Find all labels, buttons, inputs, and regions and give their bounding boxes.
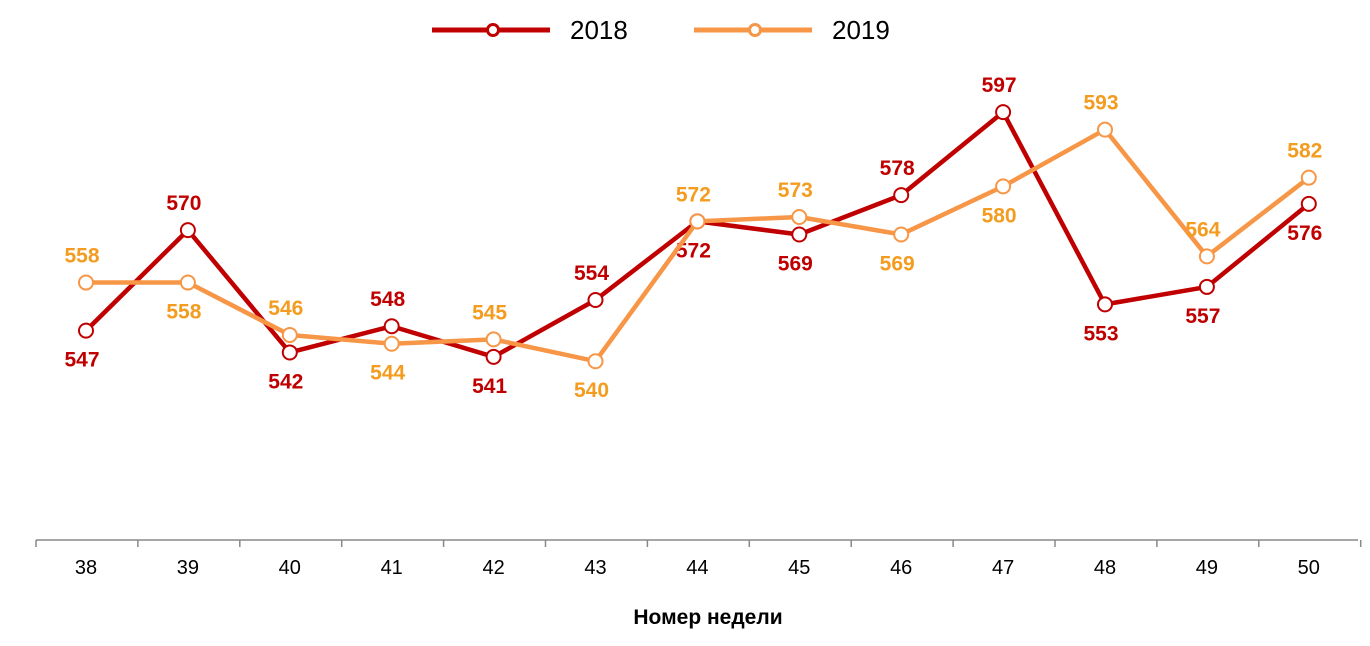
data-point	[485, 348, 502, 365]
data-label: 554	[574, 262, 609, 285]
data-label: 580	[982, 204, 1017, 227]
data-label: 544	[370, 362, 405, 385]
data-label: 576	[1287, 222, 1322, 245]
x-tick-label: 38	[75, 557, 97, 579]
x-tick-label: 43	[584, 557, 606, 579]
data-label: 557	[1185, 305, 1220, 328]
data-point	[1097, 296, 1113, 313]
x-tick-label: 40	[279, 557, 301, 579]
data-label: 545	[472, 301, 507, 324]
data-label: 540	[574, 379, 609, 402]
legend-marker	[748, 23, 762, 37]
data-label: 558	[166, 301, 201, 324]
data-point	[383, 318, 400, 335]
data-point	[1300, 169, 1317, 186]
data-point	[1300, 195, 1317, 212]
legend-marker	[486, 23, 500, 37]
data-label: 569	[880, 252, 915, 275]
x-tick-label: 46	[890, 557, 912, 579]
series-2018: 547 570 542 548 541 554 572 569 578 597 553 557 576	[64, 74, 1322, 398]
data-point	[995, 178, 1012, 195]
data-label: 546	[268, 297, 303, 320]
data-label: 570	[166, 192, 201, 215]
x-tick-label: 45	[788, 557, 810, 579]
x-tick-label: 41	[381, 557, 403, 579]
series-2019: 558 558 546 544 545 540 572 573 569 580 593 564 582	[64, 92, 1322, 403]
data-label: 564	[1185, 218, 1220, 241]
data-label: 572	[676, 183, 711, 206]
legend-item-2018: 2018	[432, 15, 628, 45]
data-label: 558	[64, 245, 99, 268]
data-point	[485, 331, 502, 348]
data-point	[587, 353, 604, 370]
legend-label: 2018	[570, 15, 628, 45]
x-tick-label: 39	[177, 557, 199, 579]
data-point	[1097, 121, 1113, 138]
data-label: 569	[778, 252, 813, 275]
data-point	[689, 213, 706, 230]
data-label: 578	[880, 157, 915, 180]
data-label: 553	[1083, 322, 1118, 345]
legend-label: 2019	[832, 15, 890, 45]
data-label: 573	[778, 179, 813, 202]
data-point	[179, 274, 196, 291]
data-label: 542	[268, 370, 303, 393]
data-point	[995, 104, 1012, 121]
data-point	[587, 292, 604, 309]
x-tick-label: 47	[992, 557, 1014, 579]
data-point	[179, 222, 196, 239]
data-label: 547	[64, 349, 99, 372]
data-point	[281, 326, 298, 343]
data-point	[1198, 248, 1215, 265]
data-label: 582	[1287, 140, 1322, 163]
series-line-2018	[84, 109, 1311, 360]
x-tick-label: 50	[1298, 557, 1320, 579]
x-axis-title: Номер недели	[633, 606, 782, 629]
data-label: 572	[676, 239, 711, 262]
legend-item-2019: 2019	[694, 15, 890, 45]
x-tick-label: 42	[482, 557, 504, 579]
data-label: 541	[472, 375, 507, 398]
data-point	[791, 226, 808, 243]
legend: 2018 2019	[432, 15, 890, 45]
x-tick-label: 48	[1094, 557, 1116, 579]
data-label: 548	[370, 288, 405, 311]
data-label: 593	[1083, 92, 1118, 115]
data-point	[1198, 278, 1215, 295]
data-point	[893, 226, 910, 243]
data-point	[383, 335, 400, 352]
series-group: 5475705425485415545725695785975535575765…	[64, 74, 1322, 402]
data-label: 597	[982, 74, 1017, 97]
data-point	[281, 344, 298, 361]
data-point	[791, 208, 808, 225]
x-axis: 38 39 40 41 42 43 44 45 46 47 48 49 50	[35, 539, 1362, 579]
x-tick-label: 49	[1196, 557, 1218, 579]
x-tick-label: 44	[686, 557, 708, 579]
data-point	[78, 322, 94, 339]
data-point	[893, 187, 910, 204]
data-point	[78, 274, 94, 291]
